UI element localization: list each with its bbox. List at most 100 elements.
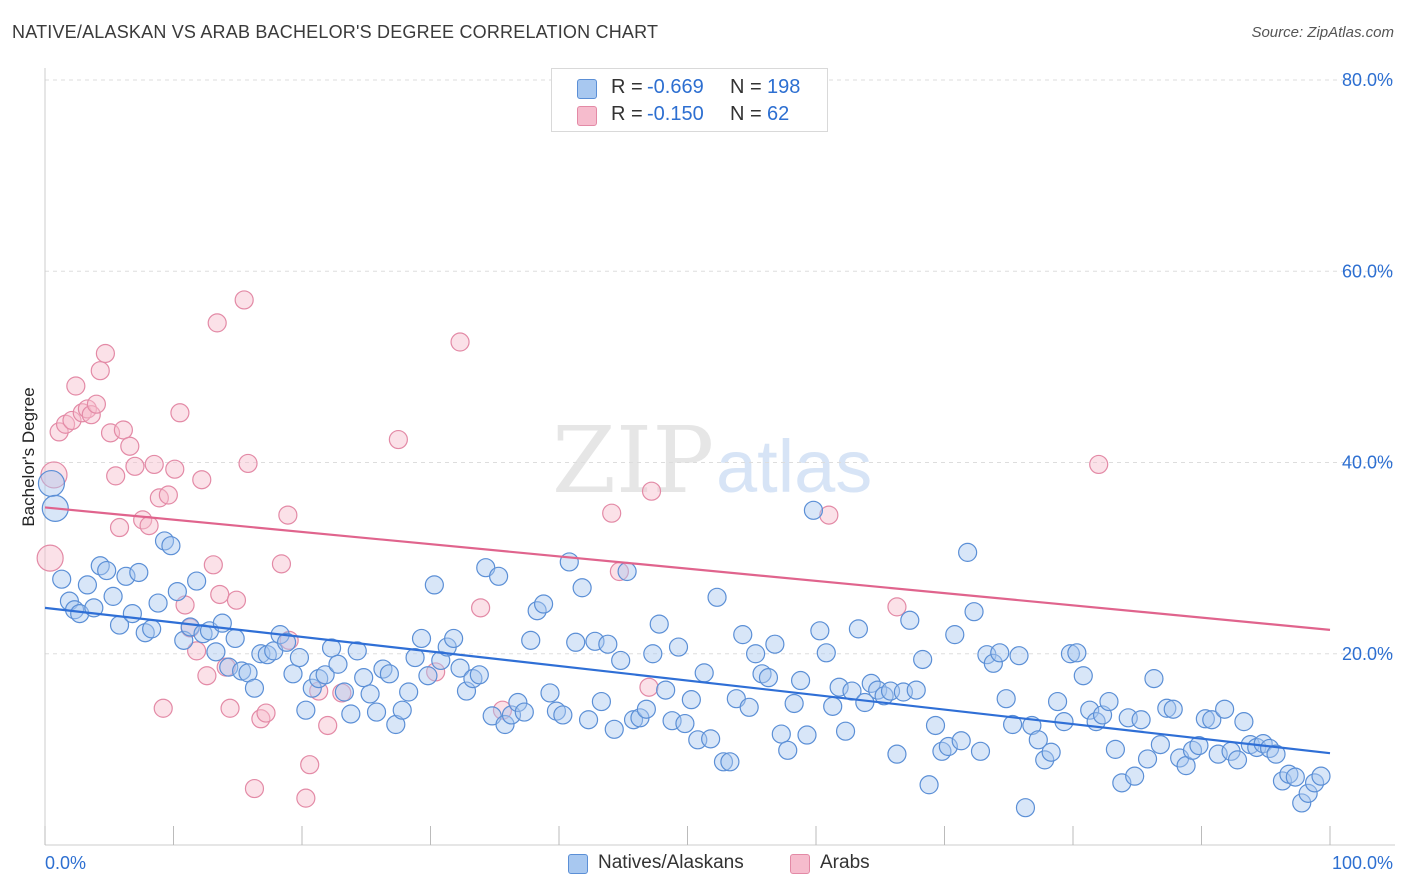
natives-point	[945, 625, 965, 645]
arabs-point	[90, 361, 110, 381]
arabs-point	[113, 420, 133, 440]
natives-point	[611, 650, 631, 671]
natives-point	[321, 638, 342, 658]
natives-point	[713, 752, 734, 772]
natives-point	[566, 632, 586, 652]
arabs-point	[256, 703, 276, 723]
natives-point	[1009, 646, 1029, 666]
natives-point	[656, 680, 676, 700]
natives-point	[900, 610, 920, 630]
arabs-trend-line	[44, 506, 1331, 631]
natives-point	[1227, 750, 1248, 770]
natives-point	[1150, 734, 1170, 755]
natives-point	[379, 664, 399, 684]
legend-row-natives: R = -0.669 N = 198	[552, 74, 827, 102]
natives-point	[450, 658, 470, 678]
natives-point	[366, 702, 387, 722]
n-label: N =	[730, 76, 762, 98]
source-attribution: Source: ZipAtlas.com	[1251, 24, 1394, 41]
natives-point	[1131, 710, 1151, 730]
arabs-point	[226, 590, 247, 610]
arabs-point	[602, 503, 622, 523]
natives-point	[341, 704, 361, 724]
natives-point	[816, 643, 836, 663]
natives-point	[97, 560, 117, 581]
natives-legend-label: Natives/Alaskans	[598, 852, 744, 873]
arabs-point	[220, 698, 240, 718]
natives-point	[1266, 744, 1286, 764]
natives-point	[1015, 798, 1036, 818]
axes	[44, 68, 1395, 846]
y-tick-label: 60.0%	[1342, 261, 1393, 281]
arabs-legend-swatch	[790, 854, 810, 874]
watermark-atlas: atlas	[716, 425, 872, 508]
arabs-point	[62, 410, 82, 431]
natives-legend-swatch	[568, 854, 588, 874]
natives-swatch	[577, 79, 597, 99]
arabs-point	[641, 481, 662, 501]
n-value: 62	[767, 103, 790, 125]
natives-point	[906, 680, 926, 700]
arabs-points	[36, 290, 1109, 808]
natives-point	[1060, 644, 1081, 664]
natives-point	[225, 628, 245, 649]
natives-point	[354, 668, 374, 688]
legend-row-arabs: R = -0.150 N = 62	[552, 101, 827, 129]
natives-point	[617, 561, 637, 582]
arabs-point	[300, 755, 320, 775]
r-label: R =	[611, 103, 643, 125]
natives-point	[489, 566, 509, 586]
natives-point	[328, 654, 348, 674]
y-tick-label: 40.0%	[1342, 453, 1393, 473]
natives-point	[1099, 691, 1119, 712]
arabs-point	[271, 554, 292, 574]
natives-point	[77, 575, 98, 595]
chart-title: NATIVE/ALASKAN VS ARAB BACHELOR'S DEGREE…	[12, 22, 659, 42]
natives-point	[720, 752, 740, 772]
natives-point	[1195, 709, 1215, 729]
natives-point	[1080, 700, 1100, 720]
n-label: N =	[730, 103, 762, 125]
natives-point	[276, 632, 297, 652]
natives-point	[746, 644, 766, 664]
natives-point	[103, 586, 123, 606]
natives-point	[958, 542, 978, 562]
natives-point	[187, 571, 207, 591]
natives-point	[1298, 783, 1318, 803]
arabs-point	[278, 505, 298, 525]
natives-point	[925, 715, 946, 736]
natives-point	[919, 775, 939, 795]
natives-point	[996, 689, 1016, 709]
natives-point	[1067, 643, 1087, 663]
y-tick-label: 20.0%	[1342, 644, 1393, 664]
natives-point	[964, 602, 984, 622]
arabs-point	[492, 700, 513, 720]
arabs-point	[106, 466, 126, 486]
natives-point	[315, 665, 335, 685]
natives-point	[495, 714, 515, 735]
arabs-point	[388, 429, 408, 450]
natives-point	[1041, 742, 1061, 762]
arabs-point	[66, 376, 86, 396]
natives-point	[514, 702, 534, 722]
natives-point	[913, 649, 933, 670]
arabs-point	[318, 715, 338, 736]
r-value: -0.669	[647, 76, 704, 98]
natives-point	[765, 634, 785, 654]
natives-point	[296, 700, 316, 720]
arabs-point	[144, 454, 164, 475]
natives-point	[675, 713, 695, 734]
natives-point	[701, 729, 721, 749]
natives-point	[733, 625, 753, 645]
arabs-legend-label: Arabs	[820, 852, 870, 873]
natives-point	[553, 705, 573, 725]
natives-point	[142, 619, 162, 639]
arabs-point	[639, 677, 659, 697]
natives-point	[784, 693, 804, 714]
natives-point	[758, 668, 779, 688]
arabs-point	[49, 422, 69, 442]
natives-point	[578, 710, 599, 730]
natives-point	[1003, 714, 1023, 735]
natives-point	[392, 700, 412, 720]
natives-point	[1028, 730, 1048, 750]
